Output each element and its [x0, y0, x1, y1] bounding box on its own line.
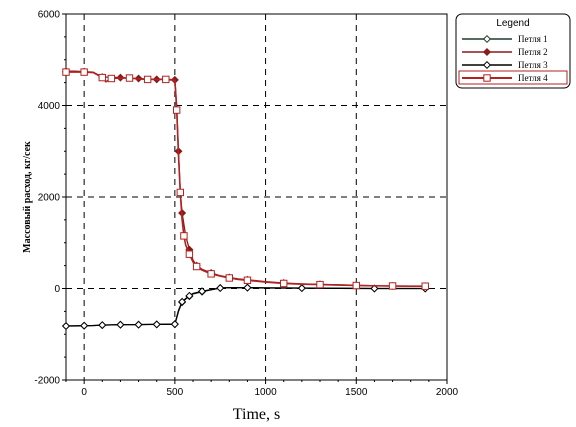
data-point: [297, 284, 306, 293]
data-point: [180, 232, 188, 240]
legend-selected-outline: [458, 70, 568, 85]
x-tick-label: 1500: [345, 387, 368, 398]
data-point: [185, 291, 194, 300]
data-point: [243, 283, 252, 292]
data-point: [98, 73, 106, 82]
data-point: [243, 276, 252, 284]
legend-entry-3: Петля 3: [462, 60, 548, 70]
data-point: [216, 284, 225, 293]
data-point: [316, 280, 324, 289]
data-point: [280, 279, 288, 288]
y-tick-label: 2000: [38, 193, 61, 204]
data-point: [107, 74, 116, 83]
data-point: [172, 106, 181, 114]
legend-title: Legend: [496, 18, 529, 29]
legend-swatch-marker: [483, 74, 491, 82]
legend: Legend Петля 1 Петля 2 Петля 3 Петля 4: [455, 13, 571, 89]
data-point: [80, 321, 89, 330]
data-point: [370, 284, 379, 293]
data-point: [352, 281, 360, 290]
legend-entry-4: Петля 4: [462, 73, 548, 83]
legend-box: [455, 13, 571, 89]
data-point: [62, 68, 70, 76]
x-tick-label: 0: [81, 387, 87, 398]
data-point: [421, 282, 429, 290]
data-point: [80, 68, 88, 76]
data-point: [225, 274, 233, 282]
data-point: [192, 262, 201, 271]
y-tick-label: 6000: [38, 10, 61, 21]
data-point: [176, 188, 185, 197]
data-point: [170, 320, 179, 329]
y-axis-title: Массовый расход, кг/сек: [22, 141, 33, 253]
x-axis-title: Time, s: [233, 406, 280, 423]
legend-label: Петля 3: [518, 60, 548, 70]
data-point: [116, 320, 125, 329]
legend-entry-2: Петля 2: [462, 47, 548, 57]
data-point: [143, 75, 152, 84]
data-point: [152, 320, 161, 329]
data-point: [125, 74, 134, 82]
data-point: [185, 250, 194, 258]
x-tick-label: 2000: [436, 387, 459, 398]
data-point: [134, 320, 143, 329]
y-tick-label: 0: [54, 284, 60, 295]
y-tick-label: 4000: [38, 101, 61, 112]
legend-entry-1: Петля 1: [462, 34, 548, 44]
x-tick-label: 1000: [254, 387, 277, 398]
legend-label: Петля 2: [518, 47, 548, 57]
data-point: [207, 270, 215, 278]
axis-ticks: 0 500 1000 1500 2000 -2000 0 2000 4000 6000: [34, 10, 458, 399]
data-point: [198, 287, 207, 296]
legend-label: Петля 4: [518, 73, 548, 83]
data-point: [178, 297, 187, 306]
legend-swatch-marker: [482, 47, 492, 57]
series-3: [61, 283, 430, 331]
legend-swatch-marker: [482, 60, 492, 70]
data-point: [388, 282, 397, 290]
y-tick-label: -2000: [34, 376, 60, 387]
data-point: [61, 322, 71, 331]
series-group: [61, 67, 430, 331]
legend-swatch-marker: [482, 34, 492, 44]
legend-label: Петля 1: [518, 34, 548, 44]
data-point: [162, 75, 170, 84]
data-point: [98, 321, 107, 330]
x-tick-label: 500: [167, 387, 184, 398]
series-4: [62, 68, 429, 290]
